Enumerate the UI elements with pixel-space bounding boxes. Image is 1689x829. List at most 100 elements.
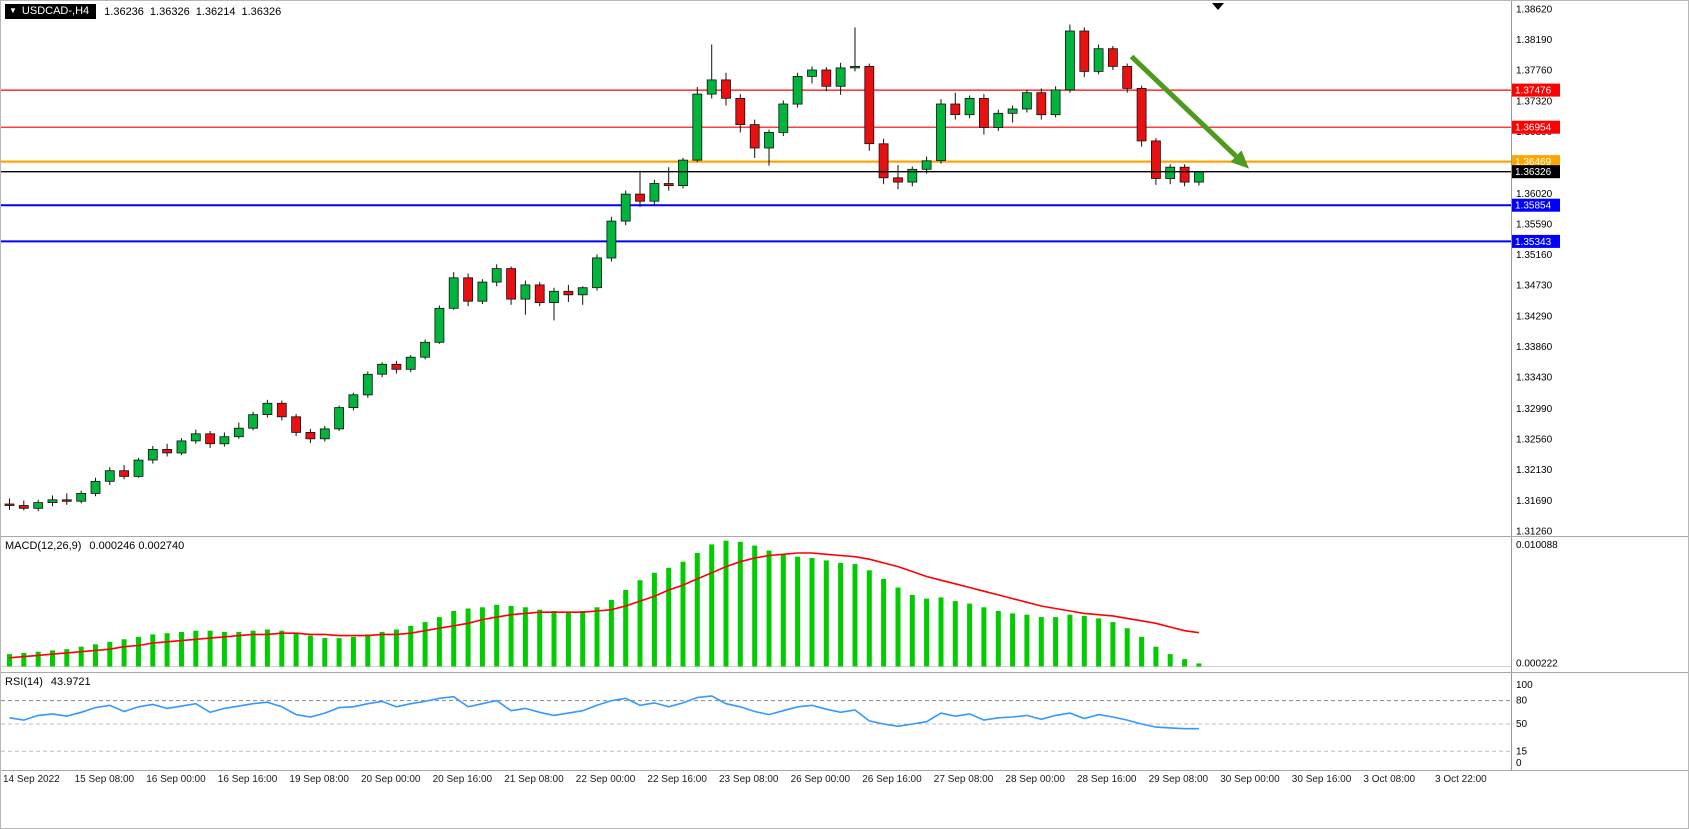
trend-arrow-head[interactable]	[1230, 150, 1250, 169]
price-axis-tick: 1.36020	[1516, 189, 1553, 200]
macd-histogram-bar	[823, 560, 829, 667]
macd-histogram-bar	[838, 562, 844, 667]
rsi-axis-tick: 80	[1516, 696, 1528, 707]
macd-signal-line	[9, 552, 1200, 659]
panel-separator[interactable]	[1, 672, 1688, 673]
rsi-panel[interactable]: 100 80 50 150	[1, 673, 1689, 770]
candle	[291, 414, 302, 436]
price-axis-tick: 1.37320	[1516, 97, 1553, 108]
time-axis-label: 20 Sep 00:00	[361, 774, 421, 785]
panel-separator[interactable]	[1, 770, 1688, 771]
candle	[205, 431, 216, 448]
candle-body	[792, 76, 803, 105]
candle-body	[520, 284, 531, 300]
candle	[334, 405, 345, 431]
candle-body	[635, 193, 645, 202]
candle-body	[649, 183, 660, 202]
macd-histogram-bar	[279, 630, 285, 667]
symbol-timeframe-label: USDCAD-,H4	[21, 5, 90, 17]
candle-body	[893, 177, 903, 183]
macd-panel[interactable]: 0.010088 0.000222	[1, 537, 1689, 672]
time-axis-label: 3 Oct 22:00	[1435, 774, 1487, 785]
price-tag: 1.37476	[1512, 83, 1560, 97]
candle	[921, 156, 932, 174]
candle	[735, 94, 746, 133]
time-axis-label: 26 Sep 16:00	[862, 774, 922, 785]
symbol-timeframe-badge[interactable]: ▼ USDCAD-,H4	[5, 4, 97, 19]
candle	[147, 445, 158, 464]
candle-body	[606, 220, 617, 259]
price-tag: 1.35343	[1512, 234, 1560, 248]
candle-body	[1151, 140, 1161, 179]
macd-histogram-bar	[221, 631, 227, 667]
candle-body	[1136, 88, 1147, 142]
chart-shift-marker-icon[interactable]	[1212, 3, 1224, 10]
time-axis-label: 30 Sep 16:00	[1291, 774, 1352, 785]
price-axis-tick: 1.33860	[1516, 342, 1553, 353]
candle	[692, 87, 703, 163]
candle-body	[1194, 171, 1204, 183]
price-axis-tick: 1.32130	[1516, 465, 1553, 476]
candle-body	[219, 436, 230, 445]
price-tag: 1.36326	[1512, 165, 1560, 179]
candle	[405, 355, 416, 373]
candle	[534, 282, 545, 307]
candle-body	[1065, 30, 1075, 91]
macd-histogram-bar	[508, 606, 514, 667]
macd-histogram-bar	[780, 554, 786, 667]
price-axis-tick: 1.37760	[1516, 66, 1553, 77]
price-tag-box	[1512, 234, 1560, 248]
candle-body	[248, 414, 259, 429]
time-axis-label: 28 Sep 16:00	[1077, 774, 1137, 785]
candle	[90, 477, 101, 497]
macd-histogram-bar	[680, 561, 686, 667]
candle	[377, 362, 388, 378]
price-chart-panel[interactable]: 1.386201.381901.377601.373201.368901.364…	[1, 1, 1689, 537]
macd-histogram-bar	[938, 597, 944, 667]
time-axis-label: 19 Sep 08:00	[289, 774, 349, 785]
candle	[1050, 86, 1061, 118]
candle-body	[1079, 30, 1090, 72]
candle-body	[205, 433, 216, 445]
price-axis-tick: 1.32990	[1516, 404, 1553, 415]
candle	[821, 67, 832, 92]
macd-histogram-bar	[1167, 654, 1173, 667]
price-tag-box	[1512, 83, 1560, 97]
candle	[721, 72, 731, 106]
trend-arrow-shaft[interactable]	[1129, 54, 1238, 158]
time-axis-label: 16 Sep 16:00	[217, 774, 278, 785]
macd-histogram-bar	[408, 625, 414, 667]
candle-body	[592, 257, 602, 289]
candle	[592, 254, 602, 291]
macd-histogram-bar	[608, 599, 614, 667]
candle	[76, 490, 87, 504]
price-tag-value: 1.35343	[1515, 237, 1552, 248]
candle-body	[1022, 92, 1032, 110]
candle	[635, 170, 645, 207]
candle-body	[964, 98, 975, 116]
candle-body	[850, 66, 860, 69]
price-axis-tick: 1.38190	[1516, 35, 1553, 46]
panel-separator[interactable]	[1, 536, 1688, 537]
macd-histogram-bar	[909, 594, 915, 667]
candle-body	[950, 103, 961, 116]
candle	[577, 286, 588, 305]
candle-body	[348, 394, 359, 408]
macd-histogram-bar	[365, 634, 371, 667]
rsi-name: RSI(14)	[5, 676, 43, 688]
time-axis-label: 3 Oct 08:00	[1363, 774, 1416, 785]
ohlc-readout: 1.36236 1.36326 1.36214 1.36326	[104, 6, 281, 18]
macd-histogram-bar	[1182, 659, 1188, 667]
candle-body	[993, 112, 1004, 128]
macd-histogram-bar	[35, 651, 41, 667]
macd-histogram-bar	[179, 631, 184, 667]
candle-body	[276, 402, 287, 418]
time-axis[interactable]: 14 Sep 2022 15 Sep 08:00 16 Sep 00:00 16 Se…	[1, 772, 1688, 790]
macd-histogram-bar	[1010, 613, 1016, 667]
macd-histogram-bar	[93, 644, 98, 667]
candle-body	[735, 98, 746, 126]
candle	[1065, 24, 1075, 93]
price-axis-tick: 1.33430	[1516, 373, 1553, 384]
price-axis-tick: 1.35160	[1516, 250, 1553, 261]
macd-histogram-bar	[1096, 618, 1102, 667]
